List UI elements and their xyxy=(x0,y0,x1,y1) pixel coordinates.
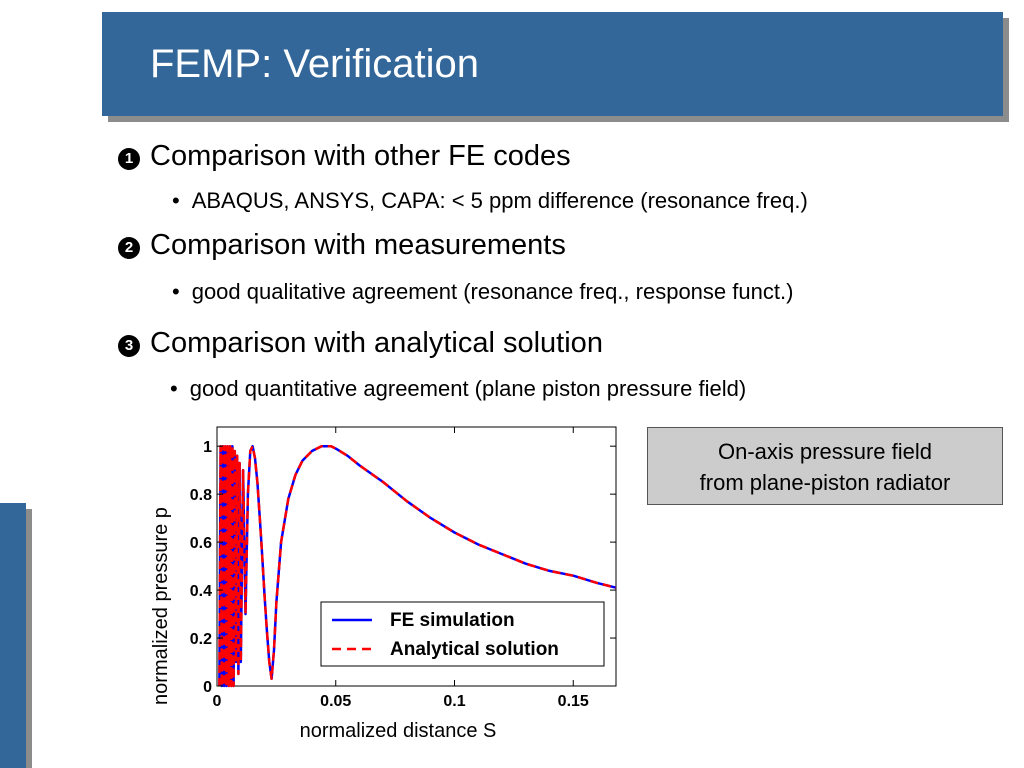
legend-label-analytical: Analytical solution xyxy=(390,639,559,660)
bullet-1-marker: 1 xyxy=(118,148,140,170)
bullet-3-marker: 3 xyxy=(118,335,140,357)
info-box: On-axis pressure field from plane-piston… xyxy=(647,427,1003,505)
x-tick-label: 0.1 xyxy=(443,693,465,710)
pressure-chart: 0 0.05 0.1 0.15 0 0.2 0.4 0.6 0.8 1 normalized pr… xyxy=(150,426,617,742)
bullet-1: 1 Comparison with other FE codes xyxy=(118,140,571,173)
y-tick-label: 0.4 xyxy=(190,583,212,600)
sub-bullet-1-text: ABAQUS, ANSYS, CAPA: < 5 ppm difference … xyxy=(191,188,808,213)
legend: FE simulation Analytical solution xyxy=(320,601,605,667)
sub-bullet-1: • ABAQUS, ANSYS, CAPA: < 5 ppm difference… xyxy=(172,188,808,214)
bullet-3: 3 Comparison with analytical solution xyxy=(118,327,603,360)
x-tick-label: 0.15 xyxy=(558,693,589,710)
bullet-2-text: Comparison with measurements xyxy=(150,229,566,261)
legend-label-fe: FE simulation xyxy=(390,610,515,631)
slide-title: FEMP: Verification xyxy=(150,42,480,86)
title-bar: FEMP: Verification xyxy=(102,12,1003,116)
sub-bullet-1-dot: • xyxy=(172,188,180,213)
x-axis-label: normalized distance S xyxy=(300,720,497,742)
sub-bullet-3-text: good quantitative agreement (plane pisto… xyxy=(189,376,747,401)
bullet-2: 2 Comparison with measurements xyxy=(118,229,566,262)
y-tick-label: 1 xyxy=(203,439,212,456)
sub-bullet-2: • good qualitative agreement (resonance f… xyxy=(172,279,793,305)
y-axis-label: normalized pressure p xyxy=(150,507,172,705)
legend-box xyxy=(320,601,605,667)
x-tick-label: 0.05 xyxy=(320,693,351,710)
y-tick-label: 0.2 xyxy=(190,631,212,648)
y-tick-label: 0.8 xyxy=(190,487,212,504)
info-box-line-2: from plane-piston radiator xyxy=(699,470,951,495)
bullet-2-marker: 2 xyxy=(118,237,140,259)
axis-ticks: 0 0.05 0.1 0.15 0 0.2 0.4 0.6 0.8 1 xyxy=(190,427,616,710)
series-line-analytical-solution xyxy=(218,444,617,688)
plot-area xyxy=(216,426,617,688)
sub-bullet-2-text: good qualitative agreement (resonance fr… xyxy=(191,279,794,304)
sub-bullet-3-dot: • xyxy=(170,376,178,401)
y-tick-label: 0.6 xyxy=(190,535,212,552)
sub-bullet-2-dot: • xyxy=(172,279,180,304)
side-accent-bar xyxy=(0,503,26,768)
y-tick-label: 0 xyxy=(203,679,212,696)
x-tick-label: 0 xyxy=(213,693,222,710)
bullet-1-text: Comparison with other FE codes xyxy=(150,140,571,172)
info-box-line-1: On-axis pressure field xyxy=(718,439,932,464)
plot-frame xyxy=(216,426,617,687)
bullet-3-text: Comparison with analytical solution xyxy=(150,327,603,359)
sub-bullet-3: • good quantitative agreement (plane pist… xyxy=(170,376,746,402)
